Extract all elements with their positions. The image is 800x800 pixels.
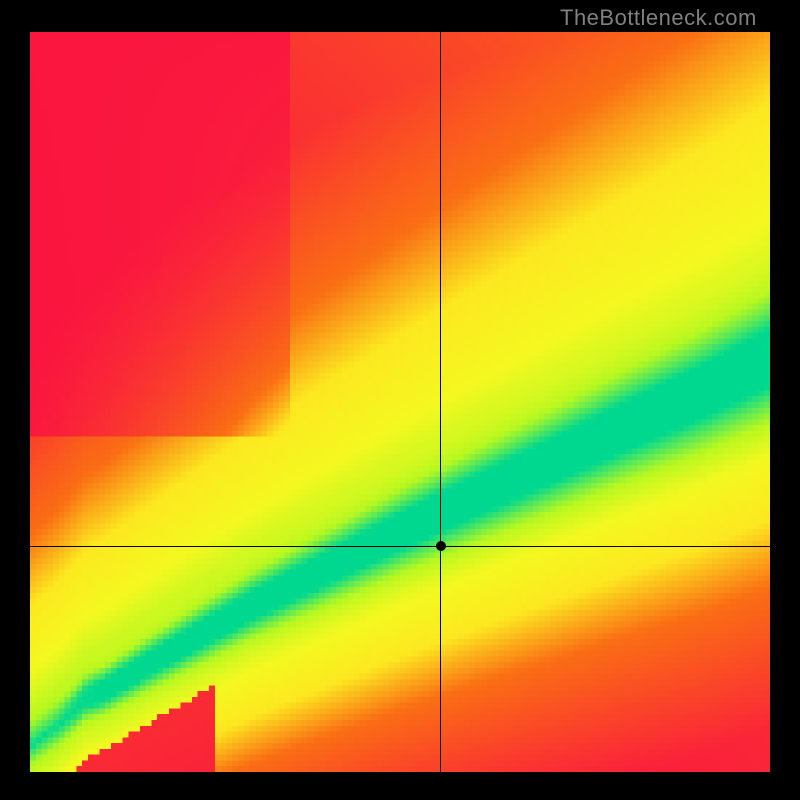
crosshair-marker [436, 541, 446, 551]
attribution-text: TheBottleneck.com [560, 5, 757, 31]
heatmap-canvas [30, 32, 770, 772]
crosshair-horizontal [30, 546, 770, 547]
crosshair-vertical [440, 32, 441, 772]
